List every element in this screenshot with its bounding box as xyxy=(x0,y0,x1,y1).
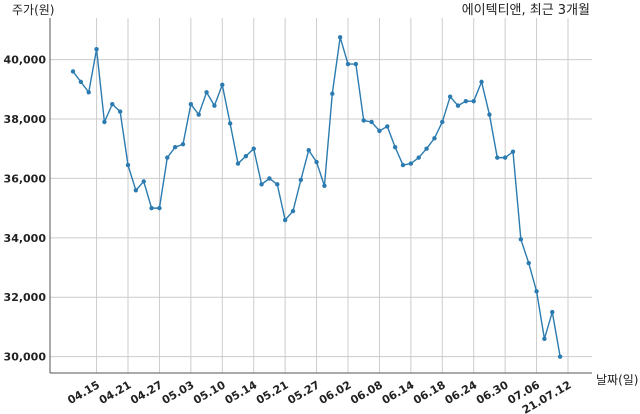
x-tick-label: 06.02 xyxy=(317,378,354,407)
y-tick-label: 38,000 xyxy=(4,113,47,126)
point xyxy=(275,182,280,187)
point xyxy=(306,147,311,153)
chart-title: 에이텍티앤, 최근 3개월 xyxy=(462,3,590,18)
point xyxy=(94,46,99,52)
point xyxy=(102,119,107,125)
point xyxy=(377,128,382,134)
point xyxy=(353,61,359,67)
point xyxy=(188,101,194,107)
point xyxy=(550,309,555,315)
point xyxy=(440,119,445,125)
point xyxy=(282,217,288,223)
y-tick-label: 30,000 xyxy=(4,351,47,364)
point xyxy=(455,103,461,108)
point xyxy=(196,112,201,117)
point xyxy=(78,79,84,85)
point xyxy=(110,101,115,107)
x-tick-label: 06.18 xyxy=(411,378,448,407)
x-tick-label: 04.15 xyxy=(65,378,102,407)
point xyxy=(330,91,335,96)
point xyxy=(172,145,178,150)
point xyxy=(298,177,304,183)
y-tick-label: 36,000 xyxy=(4,172,47,185)
y-tick-label: 34,000 xyxy=(4,232,47,245)
x-tick-label: 05.03 xyxy=(160,378,197,407)
point xyxy=(345,61,351,67)
point xyxy=(86,90,91,95)
y-tick-label: 40,000 xyxy=(4,54,47,67)
point xyxy=(369,119,374,125)
point xyxy=(204,90,209,95)
point xyxy=(361,118,366,123)
point xyxy=(149,205,154,211)
point xyxy=(259,182,264,187)
x-axis-label: 날짜(일) xyxy=(596,373,638,387)
x-tick-label: 06.24 xyxy=(443,378,480,407)
x-tick-label: 05.21 xyxy=(254,378,291,407)
point xyxy=(385,124,390,129)
point xyxy=(463,98,469,104)
point xyxy=(400,162,406,168)
point xyxy=(180,142,186,147)
point xyxy=(243,153,249,159)
point xyxy=(424,146,429,151)
point xyxy=(408,161,414,166)
x-tick-label: 04.27 xyxy=(128,378,165,407)
point xyxy=(290,208,296,214)
x-tick-label: 04.21 xyxy=(97,378,134,407)
point xyxy=(416,155,421,160)
point xyxy=(125,162,131,168)
point xyxy=(235,161,241,166)
point xyxy=(227,121,233,126)
x-tick-label: 05.14 xyxy=(223,378,260,407)
point xyxy=(157,205,162,211)
point xyxy=(557,354,563,359)
point xyxy=(220,82,225,88)
x-tick-label: 06.14 xyxy=(380,378,417,407)
point xyxy=(251,146,256,151)
x-tick-label: 06.08 xyxy=(348,378,385,407)
y-tick-label: 32,000 xyxy=(4,291,47,304)
point xyxy=(542,336,547,342)
x-tick-label: 06.30 xyxy=(474,378,511,407)
point xyxy=(392,145,398,150)
point xyxy=(487,112,492,117)
point xyxy=(432,136,437,141)
x-tick-label: 05.10 xyxy=(191,378,228,407)
point xyxy=(510,149,516,154)
point xyxy=(526,260,531,266)
point xyxy=(314,159,319,165)
point xyxy=(141,179,146,184)
point xyxy=(479,79,484,85)
point xyxy=(165,155,170,160)
x-tick-label: 05.27 xyxy=(285,378,322,407)
point xyxy=(337,35,343,40)
point xyxy=(267,176,272,181)
point xyxy=(212,103,217,108)
point xyxy=(534,289,539,294)
point xyxy=(495,155,500,160)
point xyxy=(502,155,508,160)
point xyxy=(322,183,327,189)
point xyxy=(447,94,453,99)
point xyxy=(117,109,123,114)
point xyxy=(133,188,139,193)
point xyxy=(471,98,476,104)
point xyxy=(518,237,524,242)
y-axis-label: 주가(원) xyxy=(12,3,54,17)
point xyxy=(70,69,76,74)
